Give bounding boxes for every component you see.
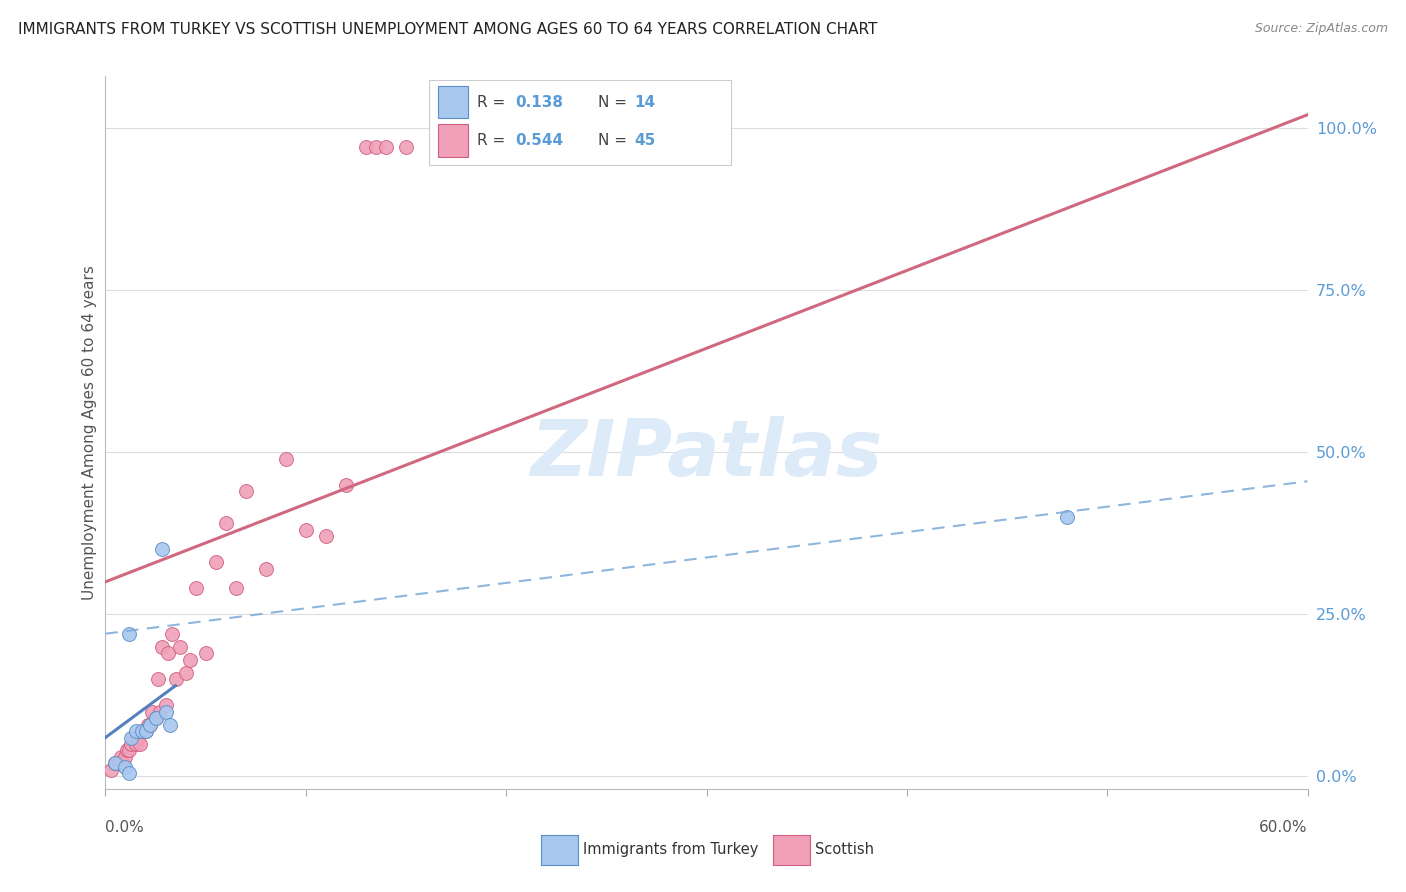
Point xyxy=(395,140,418,154)
Point xyxy=(108,756,131,771)
Point xyxy=(150,542,173,557)
Text: 0.544: 0.544 xyxy=(515,133,564,148)
Point xyxy=(214,516,236,531)
Point xyxy=(204,555,226,569)
Point xyxy=(335,477,357,491)
Point xyxy=(124,724,146,739)
Text: Source: ZipAtlas.com: Source: ZipAtlas.com xyxy=(1254,22,1388,36)
Point xyxy=(156,646,179,660)
Text: R =: R = xyxy=(477,95,510,110)
Point xyxy=(174,665,197,680)
Y-axis label: Unemployment Among Ages 60 to 64 years: Unemployment Among Ages 60 to 64 years xyxy=(82,265,97,600)
Bar xyxy=(437,124,468,157)
Point xyxy=(374,140,398,154)
Point xyxy=(235,483,257,498)
Point xyxy=(114,750,136,764)
Point xyxy=(110,750,132,764)
Point xyxy=(124,737,146,751)
Point xyxy=(184,582,207,596)
Point xyxy=(146,672,169,686)
Text: N =: N = xyxy=(598,133,631,148)
Point xyxy=(364,140,387,154)
Point xyxy=(145,711,167,725)
Point xyxy=(112,756,135,771)
Point xyxy=(194,646,217,660)
Point xyxy=(254,562,277,576)
Point xyxy=(118,766,141,780)
Text: Immigrants from Turkey: Immigrants from Turkey xyxy=(583,842,759,856)
Point xyxy=(145,711,167,725)
Point xyxy=(128,737,150,751)
Text: 60.0%: 60.0% xyxy=(1260,821,1308,835)
Point xyxy=(225,582,247,596)
Point xyxy=(132,724,155,739)
Point xyxy=(118,743,141,757)
Point xyxy=(354,140,377,154)
Point xyxy=(104,756,127,771)
Point xyxy=(155,705,177,719)
Point xyxy=(295,523,318,537)
Point xyxy=(159,717,181,731)
Point xyxy=(136,717,159,731)
Point xyxy=(114,760,136,774)
Point xyxy=(274,451,297,466)
Point xyxy=(1056,510,1078,524)
Text: Scottish: Scottish xyxy=(815,842,875,856)
Text: IMMIGRANTS FROM TURKEY VS SCOTTISH UNEMPLOYMENT AMONG AGES 60 TO 64 YEARS CORREL: IMMIGRANTS FROM TURKEY VS SCOTTISH UNEMP… xyxy=(18,22,877,37)
Point xyxy=(179,653,201,667)
Point xyxy=(135,724,157,739)
Point xyxy=(141,705,163,719)
Point xyxy=(122,731,145,745)
Point xyxy=(155,698,177,712)
Point xyxy=(117,743,139,757)
Text: 0.0%: 0.0% xyxy=(105,821,145,835)
Point xyxy=(135,724,157,739)
Text: N =: N = xyxy=(598,95,631,110)
Text: 0.138: 0.138 xyxy=(515,95,562,110)
Text: 14: 14 xyxy=(634,95,655,110)
Point xyxy=(138,717,160,731)
Point xyxy=(121,731,143,745)
Point xyxy=(131,724,153,739)
Point xyxy=(118,626,141,640)
Text: R =: R = xyxy=(477,133,510,148)
Point xyxy=(315,529,337,543)
Point xyxy=(148,705,170,719)
Point xyxy=(150,640,173,654)
Point xyxy=(100,763,122,777)
Point xyxy=(138,717,160,731)
Text: ZIPatlas: ZIPatlas xyxy=(530,416,883,492)
Bar xyxy=(437,87,468,119)
Point xyxy=(131,724,153,739)
Point xyxy=(127,731,149,745)
Point xyxy=(160,626,183,640)
Point xyxy=(104,756,127,771)
Point xyxy=(165,672,187,686)
Point xyxy=(121,737,143,751)
Point xyxy=(169,640,191,654)
Text: 45: 45 xyxy=(634,133,655,148)
